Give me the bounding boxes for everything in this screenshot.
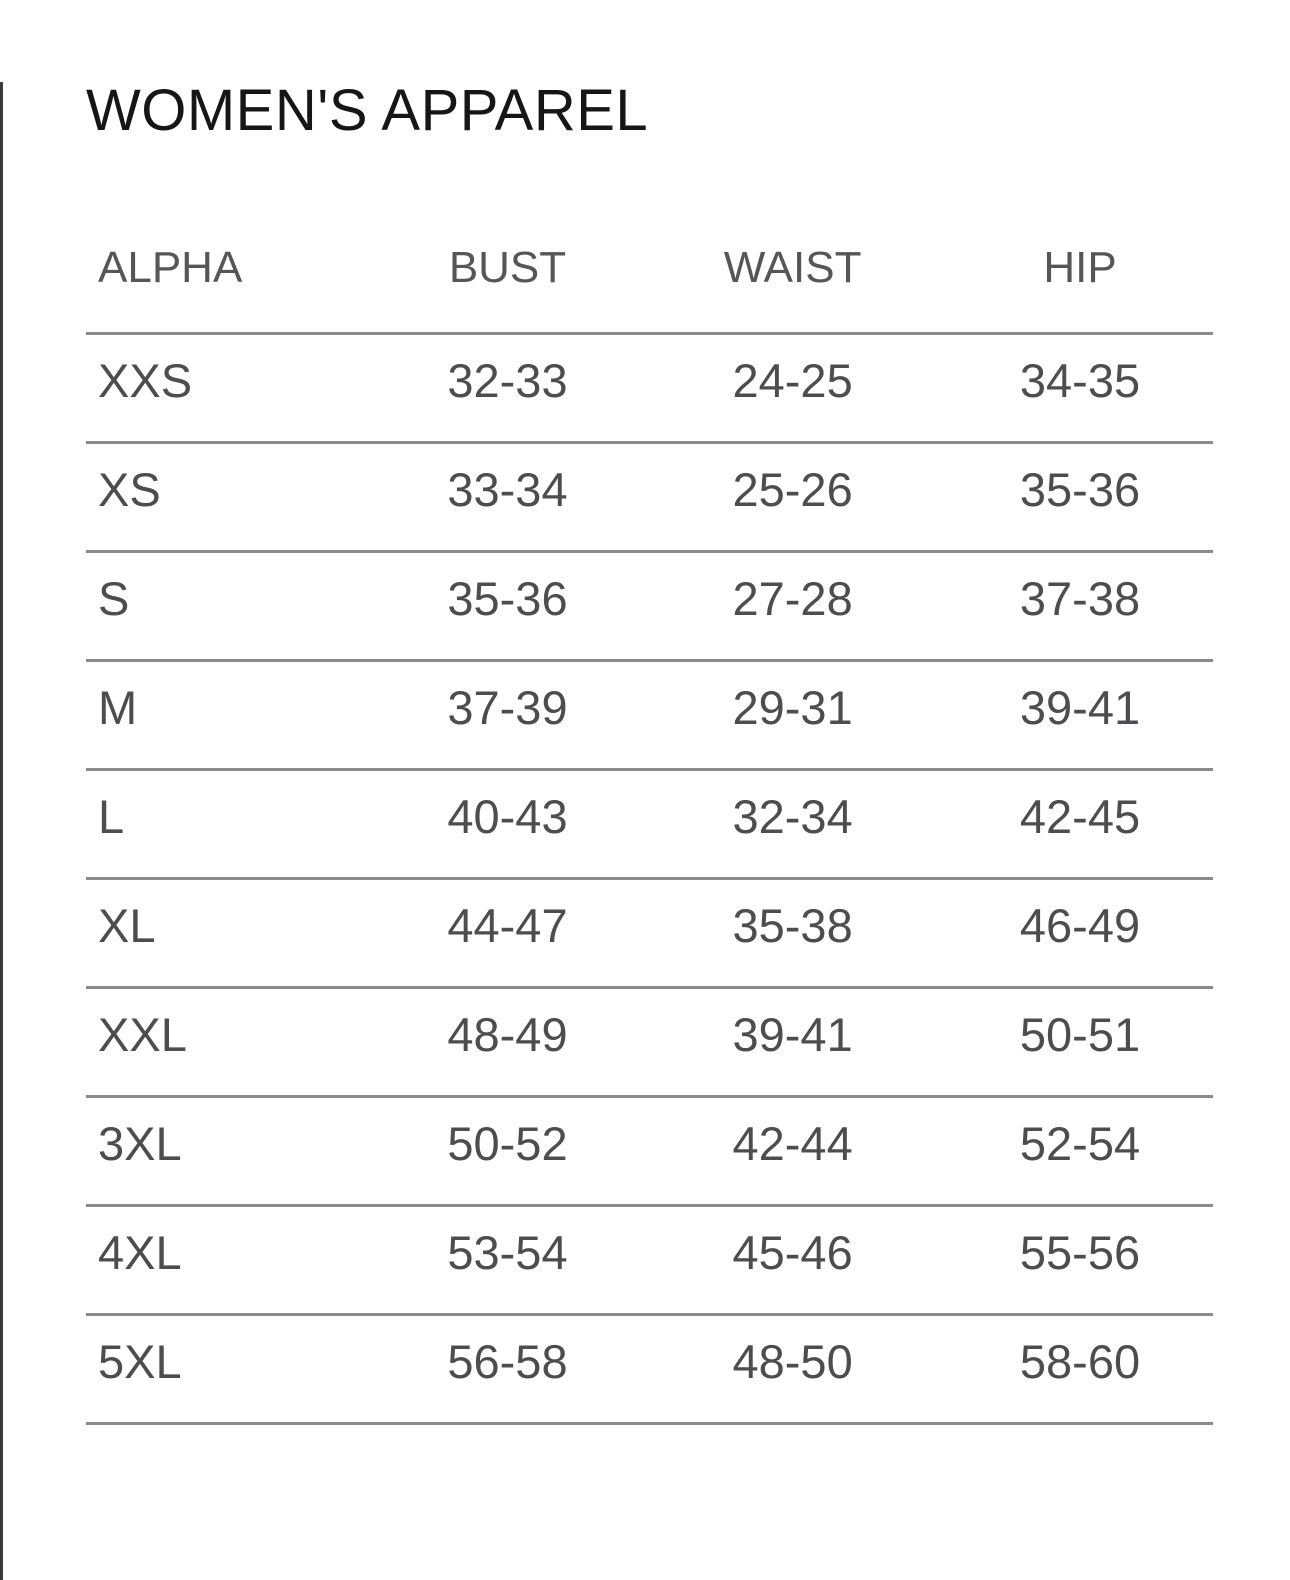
- bust-cell: 50-52: [376, 1096, 639, 1207]
- waist-cell: 39-41: [638, 987, 948, 1098]
- bust-cell: 40-43: [376, 769, 639, 880]
- waist-cell: 35-38: [638, 878, 948, 989]
- col-header-hip: HIP: [947, 205, 1213, 335]
- size-cell: 5XL: [86, 1314, 377, 1425]
- hip-cell: 39-41: [947, 660, 1213, 771]
- size-cell: XXS: [86, 333, 377, 444]
- bust-cell: 35-36: [376, 551, 639, 662]
- hip-cell: 52-54: [947, 1096, 1213, 1207]
- bust-cell: 32-33: [376, 333, 639, 444]
- size-cell: XL: [86, 878, 377, 989]
- col-header-bust: BUST: [376, 205, 639, 335]
- header-row: ALPHA BUST WAIST HIP: [86, 205, 1213, 335]
- hip-cell: 58-60: [947, 1314, 1213, 1425]
- hip-cell: 50-51: [947, 987, 1213, 1098]
- page-title: WOMEN'S APPAREL: [86, 78, 649, 143]
- size-cell: 4XL: [86, 1205, 377, 1316]
- waist-cell: 29-31: [638, 660, 948, 771]
- waist-cell: 25-26: [638, 442, 948, 553]
- hip-cell: 55-56: [947, 1205, 1213, 1316]
- table-row: XXS 32-33 24-25 34-35: [86, 333, 1213, 444]
- col-header-alpha: ALPHA: [86, 205, 377, 335]
- waist-cell: 32-34: [638, 769, 948, 880]
- table-row: M 37-39 29-31 39-41: [86, 660, 1213, 771]
- table-row: XL 44-47 35-38 46-49: [86, 878, 1213, 989]
- size-chart-table: ALPHA BUST WAIST HIP XXS 32-33 24-25 34-…: [86, 205, 1213, 1425]
- bust-cell: 37-39: [376, 660, 639, 771]
- table-row: L 40-43 32-34 42-45: [86, 769, 1213, 880]
- waist-cell: 27-28: [638, 551, 948, 662]
- waist-cell: 45-46: [638, 1205, 948, 1316]
- hip-cell: 42-45: [947, 769, 1213, 880]
- col-header-waist: WAIST: [638, 205, 948, 335]
- bust-cell: 53-54: [376, 1205, 639, 1316]
- waist-cell: 42-44: [638, 1096, 948, 1207]
- bust-cell: 33-34: [376, 442, 639, 553]
- hip-cell: 46-49: [947, 878, 1213, 989]
- size-cell: L: [86, 769, 377, 880]
- size-cell: XXL: [86, 987, 377, 1098]
- size-cell: M: [86, 660, 377, 771]
- bust-cell: 44-47: [376, 878, 639, 989]
- table-row: 5XL 56-58 48-50 58-60: [86, 1314, 1213, 1425]
- hip-cell: 34-35: [947, 333, 1213, 444]
- table-row: 3XL 50-52 42-44 52-54: [86, 1096, 1213, 1207]
- bust-cell: 48-49: [376, 987, 639, 1098]
- table-row: XS 33-34 25-26 35-36: [86, 442, 1213, 553]
- waist-cell: 48-50: [638, 1314, 948, 1425]
- hip-cell: 35-36: [947, 442, 1213, 553]
- waist-cell: 24-25: [638, 333, 948, 444]
- size-cell: XS: [86, 442, 377, 553]
- bust-cell: 56-58: [376, 1314, 639, 1425]
- size-cell: 3XL: [86, 1096, 377, 1207]
- hip-cell: 37-38: [947, 551, 1213, 662]
- table-row: XXL 48-49 39-41 50-51: [86, 987, 1213, 1098]
- size-cell: S: [86, 551, 377, 662]
- table-row: 4XL 53-54 45-46 55-56: [86, 1205, 1213, 1316]
- table-row: S 35-36 27-28 37-38: [86, 551, 1213, 662]
